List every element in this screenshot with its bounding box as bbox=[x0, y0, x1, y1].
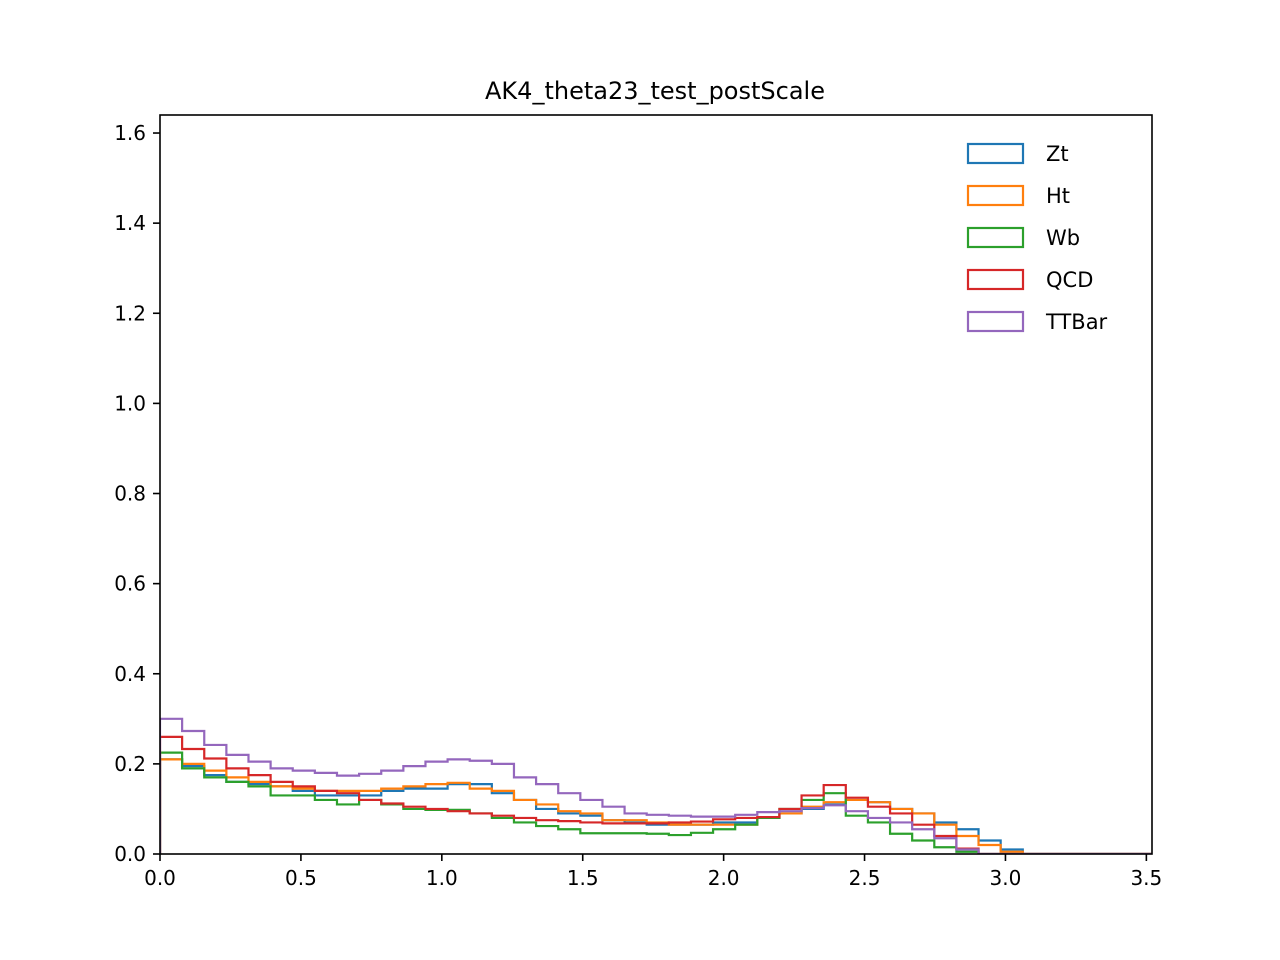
x-tick-label: 0.0 bbox=[144, 866, 176, 890]
legend-swatch-ht bbox=[966, 184, 1025, 207]
legend-swatch-zt bbox=[966, 142, 1025, 165]
y-tick-label: 1.4 bbox=[114, 211, 146, 235]
x-tick-label: 0.5 bbox=[285, 866, 317, 890]
y-tick-label: 0.4 bbox=[114, 662, 146, 686]
legend-label-ttbar: TTBar bbox=[1045, 310, 1108, 334]
series-line-ht bbox=[160, 758, 1152, 854]
axes-frame bbox=[159, 114, 1153, 855]
legend-label-qcd: QCD bbox=[1046, 268, 1093, 292]
legend-label-zt: Zt bbox=[1046, 142, 1069, 166]
x-tick-label: 1.5 bbox=[567, 866, 599, 890]
plot-area bbox=[160, 717, 1152, 854]
x-tick-label: 2.0 bbox=[708, 866, 740, 890]
series-line-ttbar bbox=[160, 717, 1152, 854]
series-group bbox=[160, 717, 1152, 854]
legend-label-ht: Ht bbox=[1046, 184, 1070, 208]
y-tick-label: 0.0 bbox=[114, 842, 146, 866]
y-tick-label: 1.6 bbox=[114, 121, 146, 145]
y-tick-label: 0.6 bbox=[114, 572, 146, 596]
x-tick-label: 3.0 bbox=[990, 866, 1022, 890]
legend: Zt Ht Wb QCD TTBar bbox=[966, 142, 1108, 334]
x-tick-label: 2.5 bbox=[849, 866, 881, 890]
legend-swatch-qcd bbox=[966, 268, 1025, 291]
y-tick-label: 1.0 bbox=[114, 391, 146, 415]
series-line-qcd bbox=[160, 735, 1152, 854]
chart-title: AK4_theta23_test_postScale bbox=[485, 77, 825, 105]
series-line-wb bbox=[160, 751, 1152, 854]
x-tick-label: 1.0 bbox=[426, 866, 458, 890]
axes: 0.0 0.5 1.0 1.5 2.0 2.5 3.0 3.5 0.0 0.2 0.4 0.6 0.8 1… bbox=[114, 114, 1162, 890]
y-tick-label: 0.8 bbox=[114, 482, 146, 506]
x-tick-label: 3.5 bbox=[1130, 866, 1162, 890]
legend-swatch-wb bbox=[966, 226, 1025, 249]
y-tick-label: 0.2 bbox=[114, 752, 146, 776]
legend-swatch-ttbar bbox=[966, 310, 1025, 333]
legend-label-wb: Wb bbox=[1046, 226, 1080, 250]
y-tick-label: 1.2 bbox=[114, 301, 146, 325]
